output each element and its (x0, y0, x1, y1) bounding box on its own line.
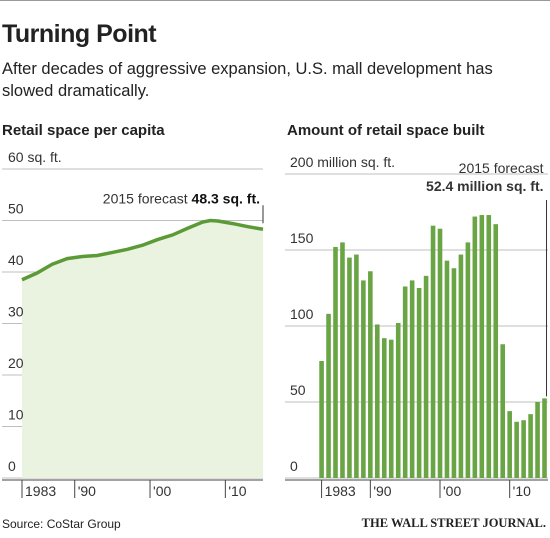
line (21, 218, 264, 282)
y-tick-label: 60 sq. ft. (8, 149, 62, 165)
bar (340, 242, 345, 478)
annotation: 2015 forecast 48.3 sq. ft. (103, 190, 260, 206)
bar (458, 254, 464, 478)
bar (486, 215, 492, 479)
x-tick-label: '90 (78, 483, 96, 499)
bar (381, 338, 387, 478)
y-tick-label: 40 (8, 252, 24, 268)
bar (416, 288, 422, 478)
annotation-text: 2015 forecast (103, 190, 188, 206)
bar (402, 286, 408, 478)
bar (319, 360, 324, 478)
bar (409, 280, 415, 478)
title: Turning Point (2, 20, 157, 48)
publisher: THE WALL STREET JOURNAL. (361, 516, 546, 530)
bar (472, 216, 478, 478)
bar (368, 271, 373, 478)
bar (465, 242, 471, 478)
y-tick-label: 100 (290, 306, 314, 322)
y-tick-label: 0 (290, 458, 298, 474)
bar (375, 324, 380, 478)
value-label: 48.3 sq. ft. (192, 190, 260, 206)
bar (479, 215, 485, 479)
x-tick-label: '00 (153, 483, 171, 499)
y-tick-label: 50 (8, 201, 24, 217)
panel-title: Retail space per capita (2, 122, 165, 139)
bar (388, 339, 394, 478)
annotation: 2015 forecast (459, 160, 544, 176)
x-tick-label: 1983 (25, 483, 56, 499)
x-tick-label: '00 (443, 483, 461, 499)
y-tick-label: 0 (8, 458, 16, 474)
bar (423, 275, 429, 478)
y-tick-label: 10 (8, 407, 24, 423)
area (22, 220, 263, 478)
x-tick-label: '10 (513, 483, 531, 499)
y-tick-label: 150 (290, 230, 314, 246)
bar (493, 224, 499, 478)
bar (347, 257, 352, 478)
x-tick-label: '10 (228, 483, 246, 499)
x-tick-label: '90 (373, 483, 391, 499)
bar (326, 313, 331, 478)
bar (361, 280, 366, 478)
bar (333, 246, 338, 478)
bar (521, 420, 526, 478)
bar (542, 398, 547, 478)
bar (444, 260, 450, 478)
value-label: 52.4 million sq. ft. (426, 178, 543, 194)
bar (395, 322, 401, 478)
subtitle: After decades of aggressive expansion, U… (2, 60, 493, 100)
y-tick-label: 20 (8, 355, 24, 371)
y-tick-label: 200 million sq. ft. (290, 154, 395, 170)
top-rule (0, 0, 550, 1)
bar (535, 402, 540, 478)
bar (528, 414, 533, 478)
bar (430, 225, 436, 478)
panel-title: Amount of retail space built (287, 122, 485, 139)
bar (514, 421, 519, 478)
y-tick-label: 50 (290, 382, 306, 398)
bar (437, 228, 443, 478)
x-tick-label: 1983 (325, 483, 356, 499)
y-tick-label: 30 (8, 304, 24, 320)
bar (451, 268, 457, 478)
bar (354, 254, 359, 478)
bar (500, 344, 506, 478)
bar (507, 411, 512, 478)
source: Source: CoStar Group (2, 517, 121, 531)
